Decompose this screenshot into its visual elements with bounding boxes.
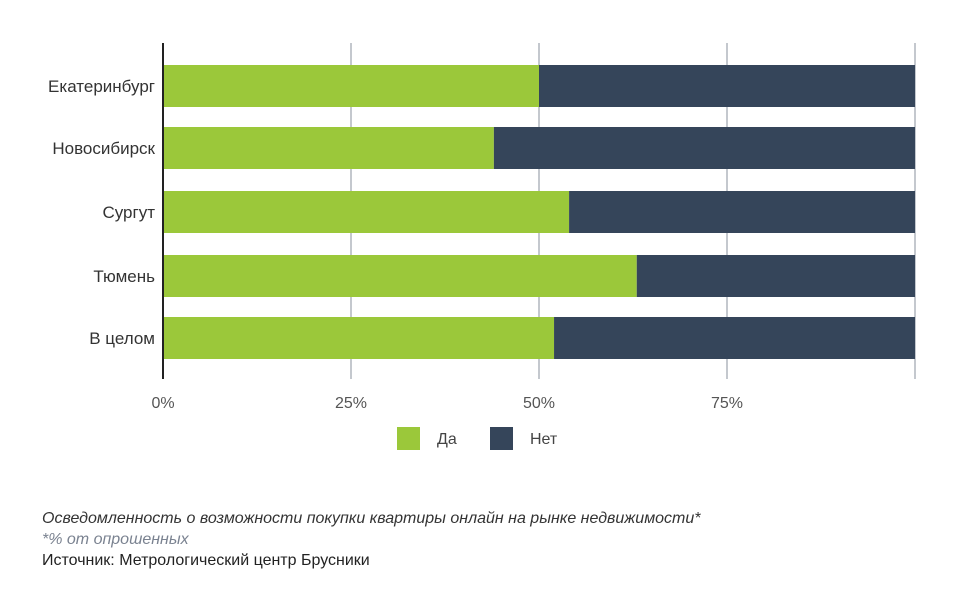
- bar-Нет: [554, 317, 915, 359]
- category-label: Тюмень: [93, 267, 155, 286]
- bar-Да: [163, 191, 570, 233]
- category-label: Новосибирск: [52, 139, 155, 158]
- stacked-bar-chart: Екатеринбург Новосибирск Сургут Тюмень В цел…: [48, 43, 916, 450]
- x-tick-label: 0%: [151, 395, 174, 412]
- x-tick-label: 25%: [335, 395, 367, 412]
- category-label: В целом: [89, 329, 155, 348]
- category-label: Екатеринбург: [48, 77, 155, 96]
- chart-caption-title: Осведомленность о возможности покупки кв…: [42, 510, 701, 527]
- legend-swatch: [397, 427, 420, 450]
- bar-Да: [163, 317, 555, 359]
- legend-label: Да: [437, 431, 457, 448]
- x-tick-label: 50%: [523, 395, 555, 412]
- category-label: Сургут: [102, 203, 155, 222]
- legend-label: Нет: [530, 431, 558, 448]
- bar-Нет: [539, 65, 915, 107]
- legend-swatch: [490, 427, 513, 450]
- bar-Нет: [493, 127, 915, 169]
- bar-Да: [163, 65, 539, 107]
- bar-Да: [163, 255, 637, 297]
- bar-Нет: [636, 255, 915, 297]
- bar-Да: [163, 127, 494, 169]
- chart-caption-note: *% от опрошенных: [42, 531, 189, 548]
- chart-caption-source: Источник: Метрологический центр Брусники: [42, 552, 370, 569]
- x-tick-label: 75%: [711, 395, 743, 412]
- bar-Нет: [569, 191, 915, 233]
